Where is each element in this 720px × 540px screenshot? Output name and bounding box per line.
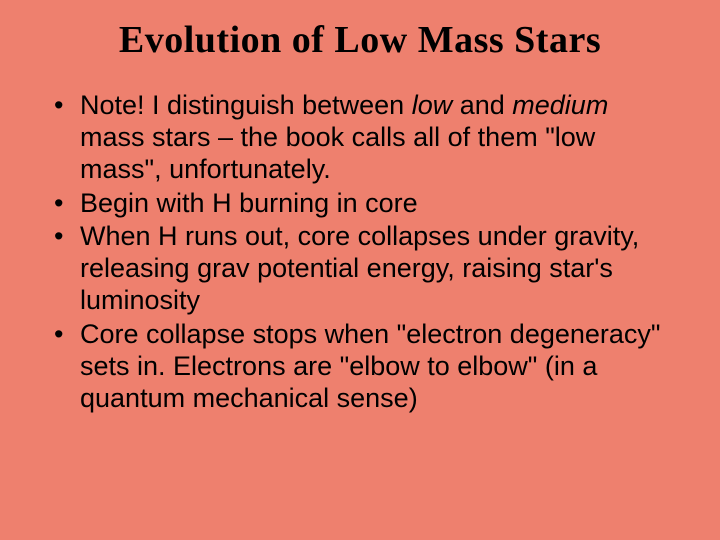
bullet-item: Core collapse stops when "electron degen… — [50, 319, 680, 415]
text-run: and — [452, 90, 512, 120]
text-run: Begin with H burning in core — [80, 188, 418, 218]
text-run: When H runs out, core collapses under gr… — [80, 221, 639, 315]
text-run: Core collapse stops when "electron degen… — [80, 319, 661, 413]
slide-title: Evolution of Low Mass Stars — [40, 18, 680, 62]
text-run: Note! I distinguish between — [80, 90, 412, 120]
bullet-item: Begin with H burning in core — [50, 188, 680, 220]
bullet-item: Note! I distinguish between low and medi… — [50, 90, 680, 186]
bullet-list: Note! I distinguish between low and medi… — [40, 90, 680, 415]
text-run: medium — [512, 90, 608, 120]
text-run: mass stars – the book calls all of them … — [80, 122, 595, 184]
bullet-item: When H runs out, core collapses under gr… — [50, 221, 680, 317]
text-run: low — [412, 90, 453, 120]
